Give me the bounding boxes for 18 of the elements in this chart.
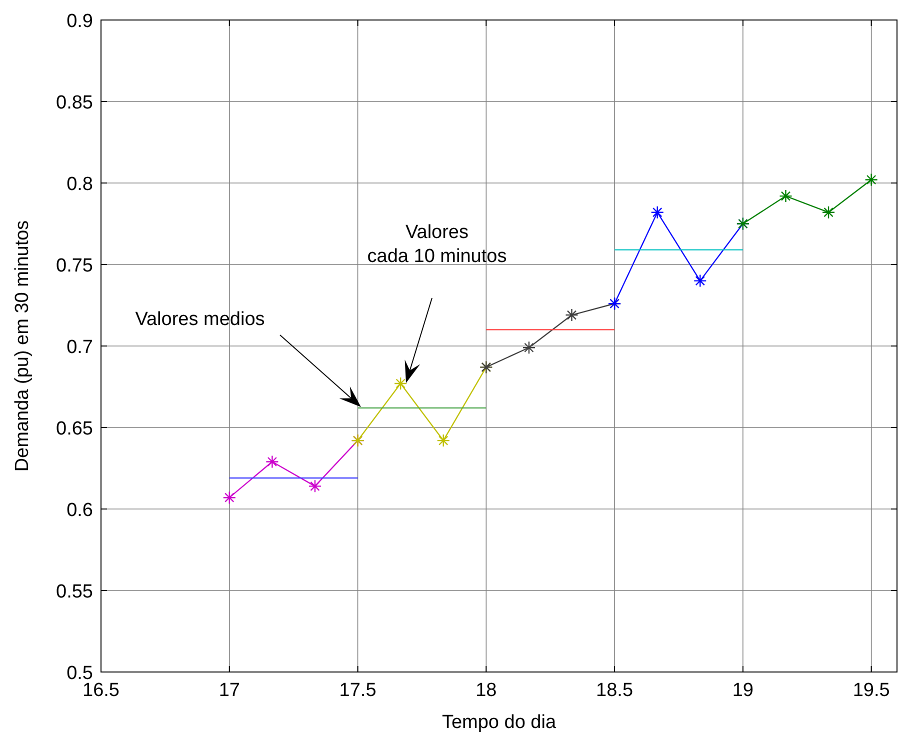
x-tick-label: 19.5 [852, 680, 890, 701]
y-tick-label: 0.65 [56, 418, 93, 440]
x-axis-title: Tempo do dia [442, 712, 556, 733]
annotation: Valores cada 10 minutos [367, 222, 507, 267]
x-tick-label: 18.5 [596, 680, 634, 701]
x-tick-label: 19 [732, 680, 754, 701]
annotation: Valores medios [135, 309, 265, 330]
y-tick-label: 0.9 [66, 11, 93, 32]
x-tick-label: 17 [218, 680, 240, 701]
y-tick-label: 0.75 [56, 256, 93, 276]
y-tick-label: 0.85 [56, 92, 93, 114]
y-tick-label: 0.6 [66, 500, 93, 521]
y-tick-label: 0.55 [56, 582, 93, 602]
y-axis-title: Demanda (pu) em 30 minutos [12, 220, 33, 472]
y-tick-label: 0.8 [66, 174, 93, 195]
x-tick-label: 17.5 [339, 680, 376, 701]
y-tick-label: 0.7 [66, 337, 93, 358]
x-tick-label: 18 [476, 680, 497, 701]
